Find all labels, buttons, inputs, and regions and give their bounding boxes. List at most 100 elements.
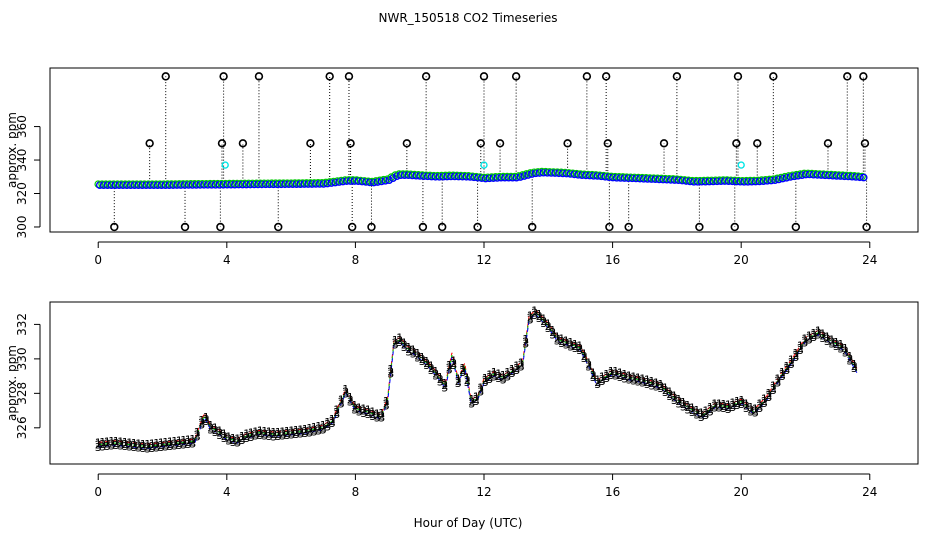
series-2-marker: 2 [702,407,709,420]
series-3-marker: 3 [504,370,511,383]
series-1-marker: 1 [158,437,165,450]
series-3-marker: 3 [846,354,853,367]
series-2-marker: 2 [279,428,286,441]
series-1-marker: 1 [756,398,763,411]
series-3-marker: 3 [351,403,358,416]
series-3-marker: 3 [158,441,165,454]
series-2-line [98,311,858,447]
x-tick-label: 24 [862,485,877,499]
series-1-marker: 1 [356,401,363,414]
spike-high-point [344,72,354,81]
series-2-marker: 2 [189,435,196,448]
series-1-marker: 1 [504,366,511,379]
series-1-marker: 1 [581,348,588,361]
y-tick-label: 332 [15,313,29,336]
series-1-marker: 1 [657,378,664,391]
x-tick-label: 4 [223,485,231,499]
series-1-marker: 1 [104,435,111,448]
series-1-marker: 1 [761,393,768,406]
series-2-marker: 2 [680,398,687,411]
series-3-marker: 3 [135,442,142,455]
series-1-marker: 1 [198,414,205,427]
series-1-marker: 1 [333,404,340,417]
series-1-marker: 1 [135,437,142,450]
series-1-marker: 1 [563,334,570,347]
series-1-marker: 1 [549,324,556,337]
series-2-marker: 2 [266,428,273,441]
series-3-marker: 3 [738,398,745,411]
series-3-marker: 3 [234,437,241,450]
series-3-marker: 3 [716,402,723,415]
series-1-marker: 1 [126,436,133,449]
series-3-marker: 3 [468,397,475,410]
series-1-marker: 1 [675,393,682,406]
series-1-marker: 1 [153,437,160,450]
series-1-marker: 1 [171,435,178,448]
x-axis-label: Hour of Day (UTC) [414,516,523,530]
series-1-marker: 1 [846,350,853,363]
series-3-marker: 3 [788,358,795,371]
series-2-marker: 2 [770,382,777,395]
series-1-marker: 1 [626,369,633,382]
spike-low-point [791,222,801,232]
series-3-line [98,313,858,450]
series-3-marker: 3 [342,387,349,400]
series-3-marker: 3 [572,342,579,355]
series-2-marker: 2 [846,352,853,365]
spike-mid-point [145,139,154,148]
series-2-marker: 2 [590,369,597,382]
series-3-marker: 3 [288,429,295,442]
series-2-marker: 2 [248,429,255,442]
series-2-marker: 2 [644,376,651,389]
series-2-marker: 2 [261,427,268,440]
series-3-marker: 3 [270,430,277,443]
series-2-marker: 2 [792,349,799,362]
series-3-marker: 3 [779,370,786,383]
series-1-marker: 1 [608,365,615,378]
series-1-marker: 1 [270,426,277,439]
series-3-marker: 3 [162,440,169,453]
series-3-marker: 3 [221,432,228,445]
series-2-marker: 2 [194,428,201,441]
x-tick-label: 20 [734,253,749,267]
series-1-marker: 1 [369,406,376,419]
series-1-marker: 1 [473,391,480,404]
series-3-marker: 3 [851,362,858,375]
series-2-marker: 2 [639,375,646,388]
series-2-marker: 2 [527,312,534,325]
series-3-marker: 3 [473,395,480,408]
series-3-marker: 3 [311,425,318,438]
y-tick-label: 300 [15,216,29,239]
x-tick-label: 12 [476,253,491,267]
series-2-marker: 2 [369,408,376,421]
spike-low-point [418,222,428,232]
series-3-marker: 3 [635,376,642,389]
series-2-marker: 2 [500,371,507,384]
series-1-marker: 1 [702,405,709,418]
series-2-marker: 2 [662,384,669,397]
series-1-marker: 1 [392,334,399,347]
series-1-marker: 1 [405,341,412,354]
series-1-marker: 1 [783,360,790,373]
series-3-marker: 3 [720,402,727,415]
series-1-marker: 1 [788,354,795,367]
series-1-marker: 1 [797,340,804,353]
series-3-marker: 3 [140,442,147,455]
series-1-marker: 1 [468,393,475,406]
series-3-marker: 3 [729,401,736,414]
series-1-marker: 1 [378,407,385,420]
series-1-marker: 1 [414,347,421,360]
series-3-marker: 3 [815,329,822,342]
series-2-marker: 2 [837,340,844,353]
series-1-marker: 1 [639,372,646,385]
baseline-point-blue [512,173,521,182]
series-2-marker: 2 [243,430,250,443]
series-3-marker: 3 [527,314,534,327]
spike-mid-point [346,139,355,148]
series-1-marker: 1 [297,423,304,436]
spike-low-point [624,222,633,232]
baseline-point-blue [771,176,779,185]
series-2-marker: 2 [144,440,151,453]
series-2-marker: 2 [239,432,246,445]
series-2-marker: 2 [594,376,601,389]
